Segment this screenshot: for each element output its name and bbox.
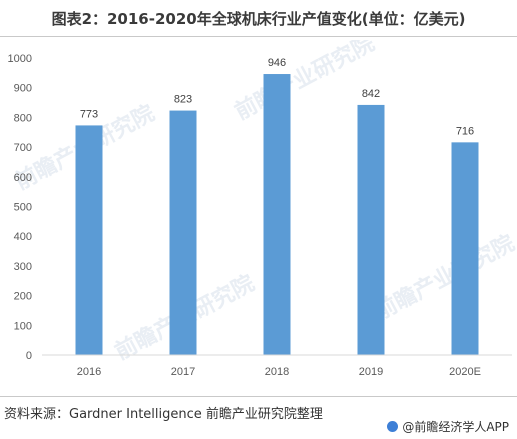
watermark-1: 前瞻产业研究院 xyxy=(231,40,379,125)
data-label-2020E: 716 xyxy=(456,125,474,137)
y-tick-label-500: 500 xyxy=(14,202,32,214)
bar-2018 xyxy=(263,74,291,355)
bar-2017 xyxy=(169,110,197,355)
y-tick-label-400: 400 xyxy=(14,231,32,243)
y-tick-label-200: 200 xyxy=(14,291,32,303)
source-note: 资料来源：Gardner Intelligence 前瞻产业研究院整理 xyxy=(4,407,323,422)
bar-2016 xyxy=(75,125,103,355)
x-tick-label-2019: 2019 xyxy=(359,366,383,378)
bar-2019 xyxy=(357,104,385,356)
credit: @前瞻经济学人APP xyxy=(387,418,509,435)
credit-text: @前瞻经济学人APP xyxy=(402,420,509,434)
data-label-2019: 842 xyxy=(362,88,380,100)
x-tick-label-2016: 2016 xyxy=(77,366,101,378)
y-tick-label-800: 800 xyxy=(14,112,32,124)
bar-chart: 前瞻产业研究院前瞻产业研究院前瞻产业研究院前瞻产业研究院 01002003004… xyxy=(8,40,517,378)
y-axis: 0 100 200 300 400 500 600 700 800 900 1000 xyxy=(8,53,32,362)
y-tick-label-100: 100 xyxy=(14,320,32,332)
x-tick-label-2017: 2017 xyxy=(171,366,195,378)
footer-divider xyxy=(0,396,517,397)
y-tick-label-900: 900 xyxy=(14,83,32,95)
brand-logo-icon xyxy=(387,421,399,432)
watermark-3: 前瞻产业研究院 xyxy=(371,230,517,325)
y-tick-label-300: 300 xyxy=(14,261,32,273)
y-tick-label-1000: 1000 xyxy=(8,53,32,65)
bars-layer: 773 823 946 842 716 xyxy=(75,57,479,356)
bar-2020E xyxy=(451,142,479,355)
data-label-2018: 946 xyxy=(268,57,286,69)
data-label-2017: 823 xyxy=(174,94,192,106)
x-tick-label-2020E: 2020E xyxy=(449,366,481,378)
y-tick-label-700: 700 xyxy=(14,142,32,154)
y-tick-label-0: 0 xyxy=(26,350,32,362)
y-tick-label-600: 600 xyxy=(14,172,32,184)
x-axis: 2016 2017 2018 2019 2020E xyxy=(42,354,512,378)
data-label-2016: 773 xyxy=(80,108,98,120)
chart-title: 图表2：2016-2020年全球机床行业产值变化(单位：亿美元) xyxy=(51,10,466,28)
title-divider xyxy=(0,36,517,37)
x-tick-label-2018: 2018 xyxy=(265,366,289,378)
